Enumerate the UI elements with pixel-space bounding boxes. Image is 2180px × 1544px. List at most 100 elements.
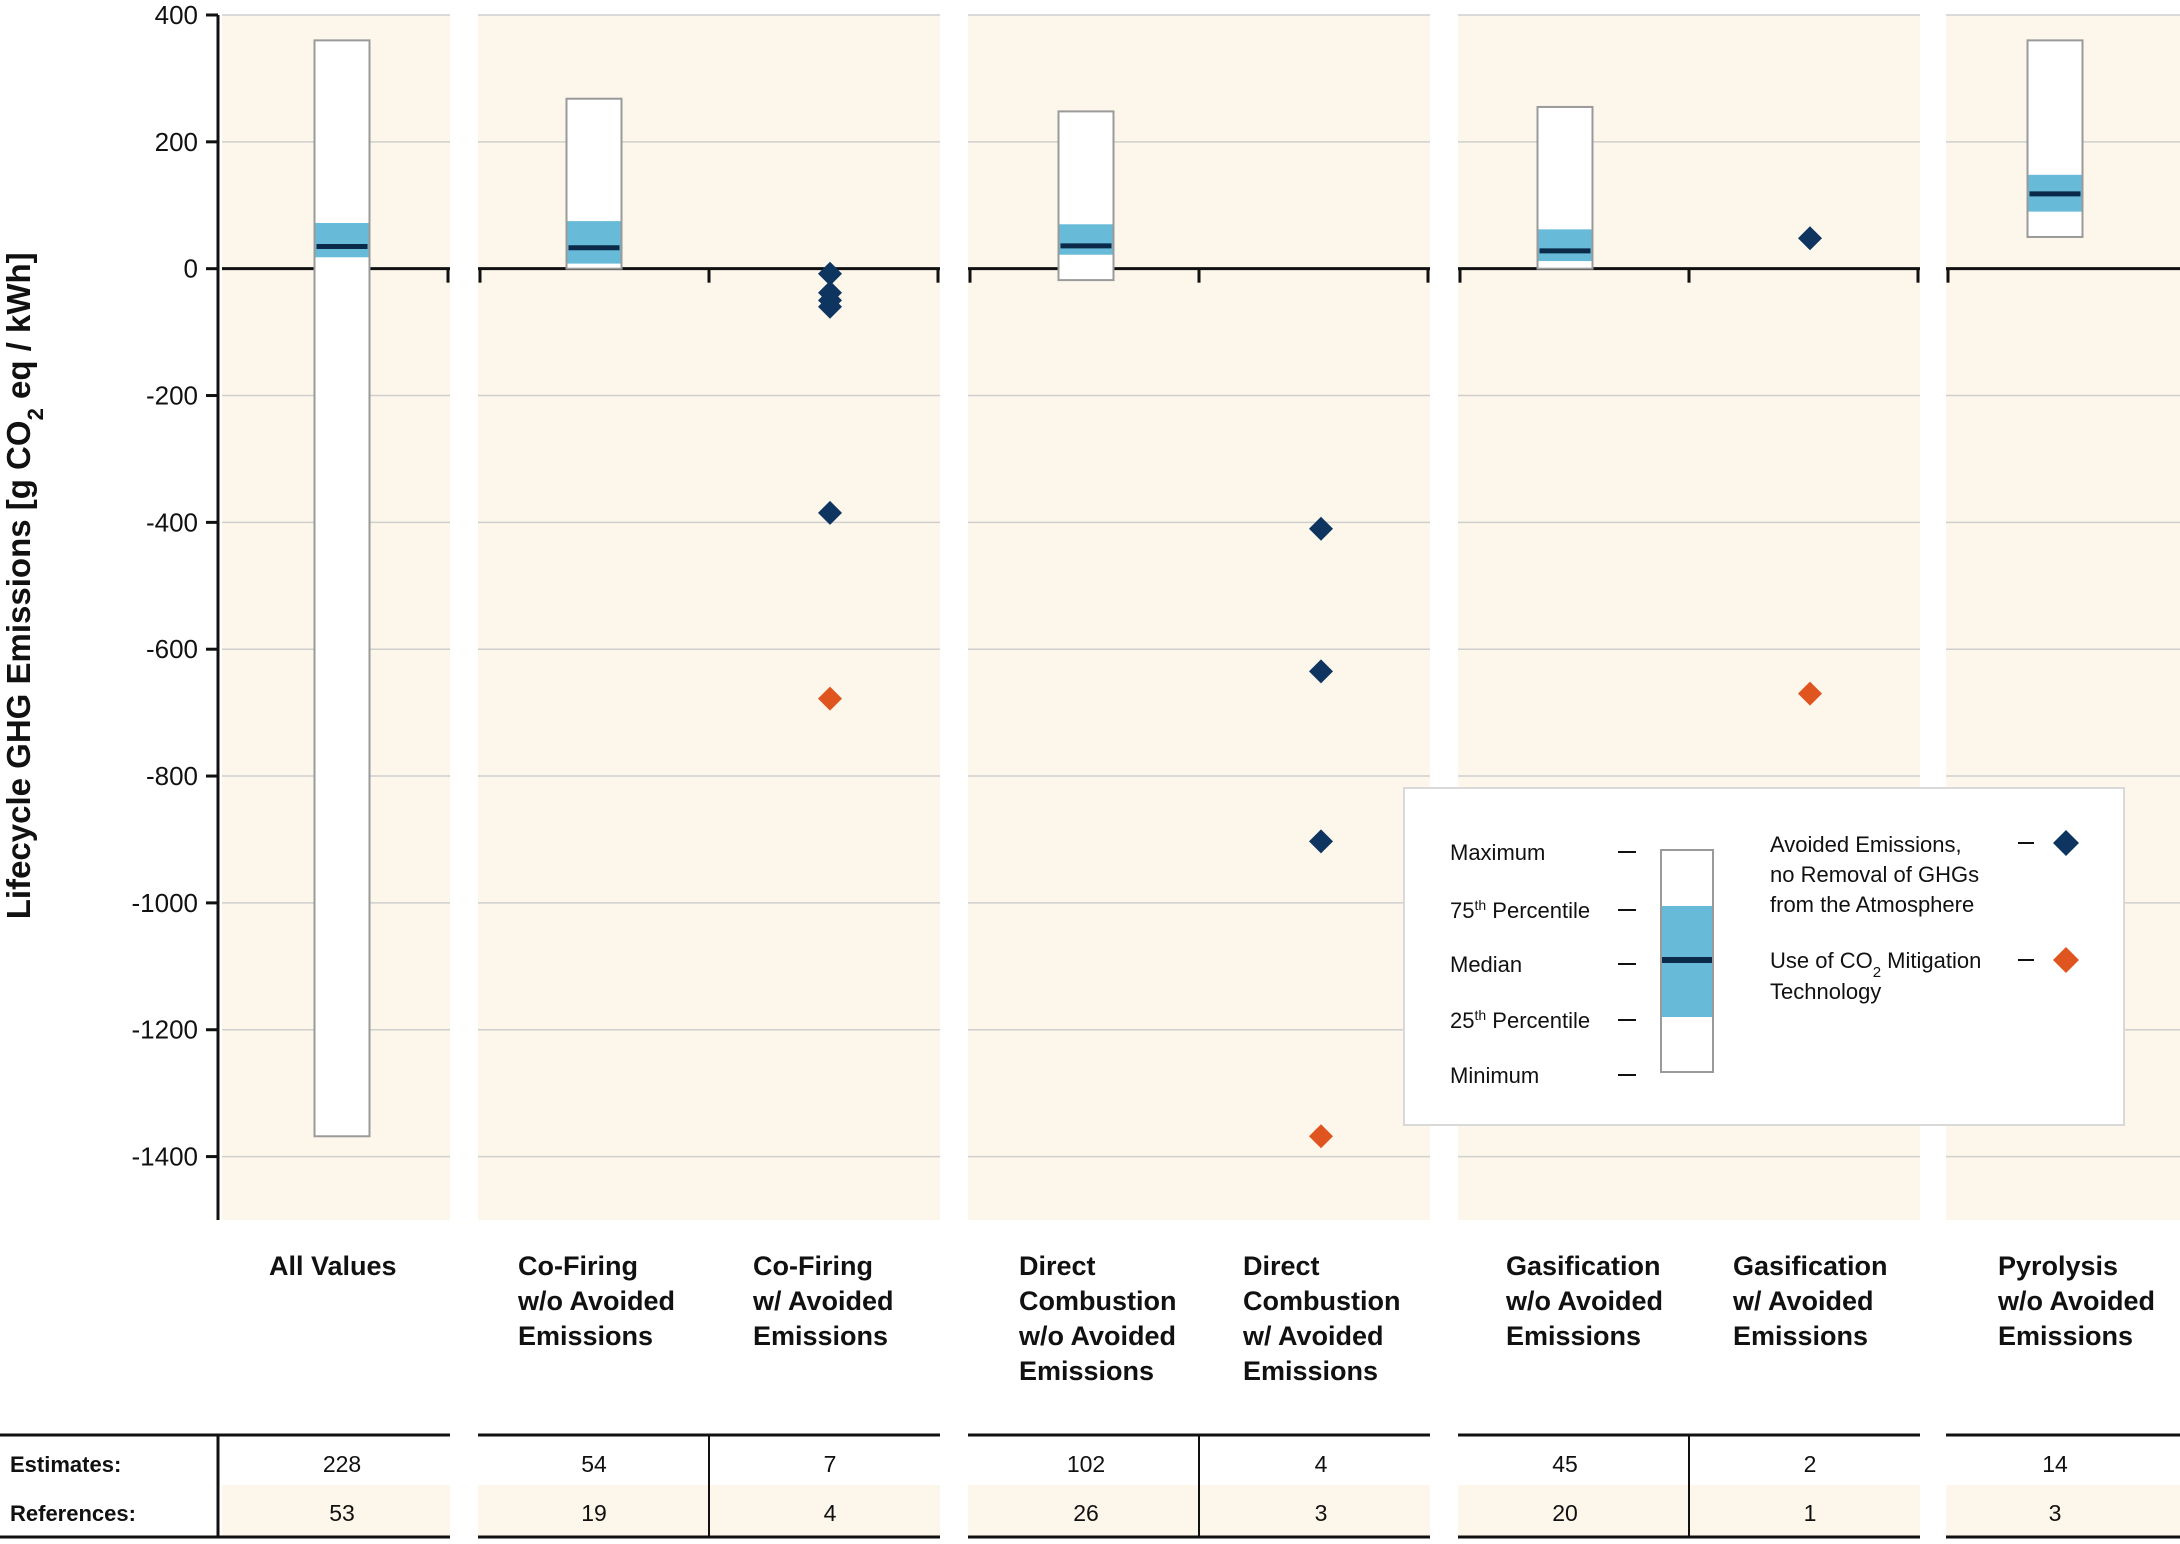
y-tick-label: -600 (146, 634, 198, 664)
category-label: Co-Firing w/o Avoided Emissions (517, 1251, 675, 1351)
references-row-bg (222, 1485, 450, 1537)
legend-avoided-label: Avoided Emissions, no Removal of GHGs from… (1770, 832, 1979, 917)
references-count: 20 (1552, 1500, 1578, 1526)
group-panel-3 (968, 15, 1430, 1220)
y-tick-label: 0 (184, 254, 198, 284)
category-label-line: Combustion (1243, 1286, 1400, 1316)
legend-mitigation-rest: Mitigation (1881, 948, 1981, 973)
legend-label-superscript: th (1474, 1007, 1486, 1023)
legend-mitigation-label-line2: Technology (1770, 979, 1881, 1004)
y-axis: 400 200 0 -200 -400 -600 -800 -1000 -1200 -1400 Li… (0, 0, 220, 1220)
legend-mitigation-marker (2053, 947, 2079, 973)
avoided-emissions-point (1309, 829, 1333, 854)
box-iqr (315, 223, 369, 258)
category-label-line: w/o Avoided (1997, 1286, 2155, 1316)
references-row-bg (1946, 1485, 2180, 1537)
legend-label: Maximum (1450, 840, 1545, 865)
legend-label-rest: Percentile (1486, 1008, 1590, 1033)
avoided-emissions-point (1309, 659, 1333, 684)
legend-label: 75th Percentile (1450, 897, 1590, 923)
category-label-line: w/ Avoided (1242, 1321, 1384, 1351)
category-label-line: w/ Avoided (1732, 1286, 1874, 1316)
legend-avoided-marker (2053, 830, 2079, 856)
y-axis-title-subscript: 2 (23, 408, 48, 420)
category-label: Direct Combustion w/o Avoided Emissions (1018, 1251, 1176, 1386)
category-labels: All Values Co-Firing w/o Avoided EmissionsC… (269, 1251, 2155, 1386)
category-label: Co-Firing w/ Avoided Emissions (752, 1251, 894, 1351)
legend-avoided-line: no Removal of GHGs (1770, 862, 1979, 887)
box-4 (1057, 110, 1115, 282)
estimates-count: 4 (1315, 1451, 1328, 1477)
y-tick-label: 200 (155, 127, 198, 157)
legend: Maximum 75th Percentile Median 25th Percent… (1403, 787, 2125, 1126)
category-label: Pyrolysis w/o Avoided Emissions (1997, 1251, 2155, 1351)
legend-avoided-line: Avoided Emissions, (1770, 832, 1962, 857)
category-label-line: All Values (269, 1251, 397, 1281)
avoided-emissions-point (818, 294, 842, 319)
estimates-count: 54 (581, 1451, 607, 1477)
category-label-line: Emissions (1506, 1321, 1641, 1351)
y-tick-label: -1200 (132, 1015, 199, 1045)
estimates-count: 14 (2042, 1451, 2068, 1477)
legend-label: 25th Percentile (1450, 1007, 1590, 1033)
estimates-row-label: Estimates: (10, 1452, 121, 1477)
category-label-line: Emissions (1998, 1321, 2133, 1351)
box-iqr (1538, 229, 1592, 262)
counts-table: Estimates: References: 228 53 54 19 7 4 102 26 4 3 4… (0, 1433, 2180, 1539)
avoided-emissions-point (1798, 226, 1822, 251)
y-tick-label: -1000 (132, 888, 199, 918)
category-label-line: w/ Avoided (752, 1286, 894, 1316)
estimates-count: 228 (323, 1451, 361, 1477)
box-8 (2026, 39, 2084, 238)
category-label: Direct Combustion w/ Avoided Emissions (1242, 1251, 1400, 1386)
category-label-line: Gasification (1506, 1251, 1661, 1281)
category-label-line: Emissions (1019, 1356, 1154, 1386)
legend-label: Median (1450, 952, 1522, 977)
avoided-emissions-point (1309, 516, 1333, 541)
category-label-line: Direct (1243, 1251, 1320, 1281)
category-label-line: Gasification (1733, 1251, 1888, 1281)
references-count: 1 (1804, 1500, 1817, 1526)
box-2 (565, 97, 623, 270)
category-label: Gasification w/ Avoided Emissions (1732, 1251, 1888, 1351)
category-label-line: Direct (1019, 1251, 1096, 1281)
y-axis-title-rest: eq / kWh] (0, 252, 37, 408)
box-iqr (1059, 224, 1113, 255)
y-tick-label: -800 (146, 761, 198, 791)
legend-label-rest: Percentile (1486, 898, 1590, 923)
estimates-count: 7 (824, 1451, 837, 1477)
category-label: Gasification w/o Avoided Emissions (1505, 1251, 1663, 1351)
box-1 (313, 39, 371, 1138)
category-label-line: Combustion (1019, 1286, 1176, 1316)
category-label: All Values (269, 1251, 397, 1281)
references-count: 19 (581, 1500, 607, 1526)
avoided-emissions-point (818, 261, 842, 286)
co2-mitigation-point (818, 686, 842, 711)
category-label-line: Emissions (1243, 1356, 1378, 1386)
references-count: 53 (329, 1500, 355, 1526)
category-label-line: Emissions (518, 1321, 653, 1351)
y-tick-label: -400 (146, 507, 198, 537)
co2-mitigation-point (1798, 681, 1822, 706)
category-label-line: w/o Avoided (1505, 1286, 1663, 1316)
legend-label-superscript: th (1474, 897, 1486, 913)
category-label-line: w/o Avoided (1018, 1321, 1176, 1351)
data-marks (313, 39, 2084, 1149)
y-axis-title: Lifecycle GHG Emissions [g CO2 eq / kWh] (0, 252, 48, 919)
references-count: 3 (2049, 1500, 2062, 1526)
category-label-line: Co-Firing (518, 1251, 638, 1281)
box-whisker-range (1057, 110, 1115, 282)
estimates-count: 2 (1804, 1451, 1817, 1477)
avoided-emissions-point (818, 500, 842, 525)
legend-box (1403, 787, 2125, 1126)
y-tick-label: -1400 (132, 1142, 199, 1172)
box-6 (1536, 105, 1594, 270)
references-count: 3 (1315, 1500, 1328, 1526)
category-label-line: w/o Avoided (517, 1286, 675, 1316)
box-whisker-range (313, 39, 371, 1138)
estimates-count: 45 (1552, 1451, 1578, 1477)
co2-mitigation-point (1309, 1124, 1333, 1149)
group-panel-2 (478, 15, 940, 1220)
category-label-line: Emissions (1733, 1321, 1868, 1351)
